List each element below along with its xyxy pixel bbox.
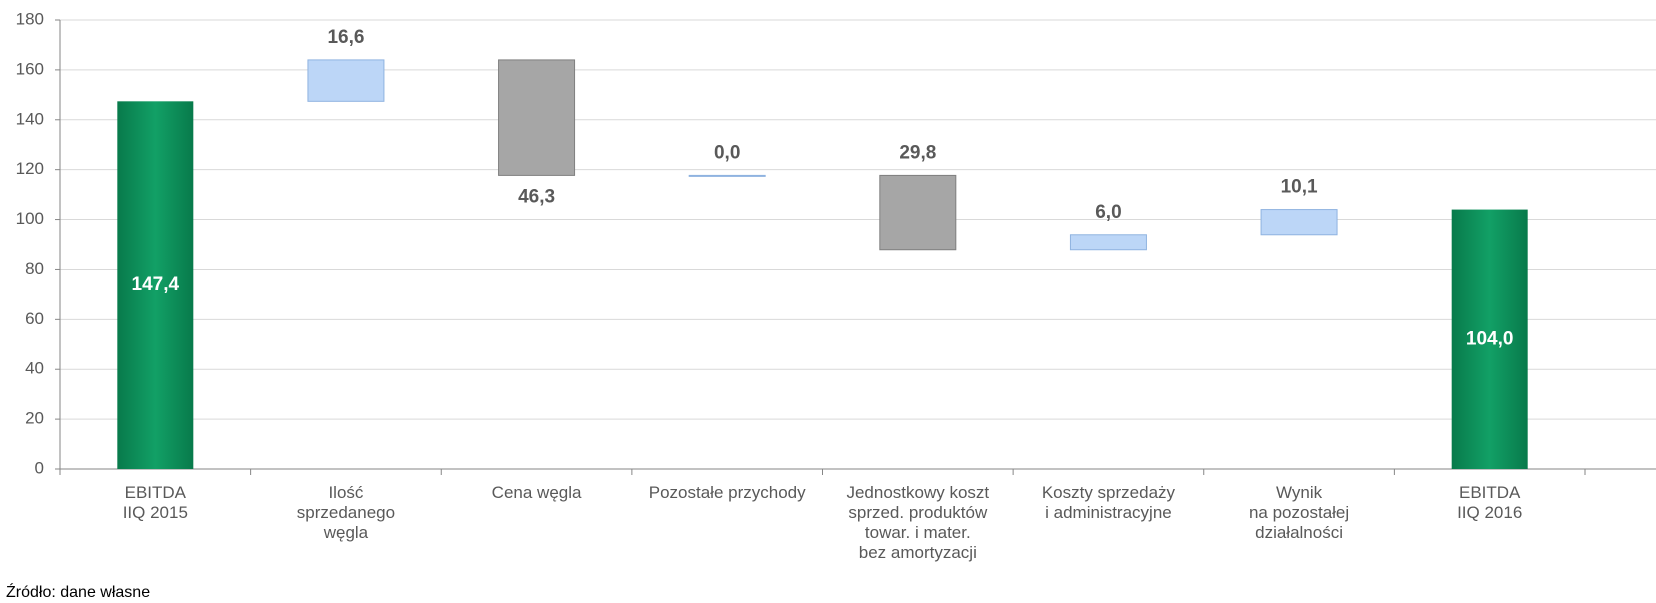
x-tick-label-line: na pozostałej <box>1249 503 1349 522</box>
source-note: Źródło: dane własne <box>6 582 150 601</box>
value-label: 16,6 <box>327 27 364 48</box>
x-tick-label-line: sprzed. produktów <box>848 503 988 522</box>
x-tick-label: Cena węgla <box>492 483 582 502</box>
x-tick-label: Jednostkowy koszt sprzed. produktów towar.… <box>846 483 989 562</box>
x-tick-label-line: węgla <box>323 523 369 542</box>
x-tick-label-line: Jednostkowy koszt <box>846 483 989 502</box>
bar <box>1069 234 1147 251</box>
value-label: 0,0 <box>714 142 740 163</box>
value-label: 147,4 <box>132 274 180 295</box>
y-tick-label: 160 <box>16 59 44 78</box>
x-tick-label: Ilość sprzedanego węgla <box>297 483 395 542</box>
y-tick-label: 120 <box>16 159 44 178</box>
x-tick-label-line: i administracyjne <box>1045 503 1172 522</box>
y-tick-label: 60 <box>25 309 44 328</box>
x-tick-label-line: Wynik <box>1276 483 1323 502</box>
bar <box>117 101 194 470</box>
value-label: 104,0 <box>1466 328 1514 349</box>
x-tick-label: EBITDA IIQ 2016 <box>1457 483 1522 522</box>
bar <box>688 174 766 177</box>
bar <box>498 59 576 176</box>
value-label: 10,1 <box>1281 177 1318 198</box>
y-tick-label: 0 <box>35 458 44 477</box>
x-tick-label: EBITDA IIQ 2015 <box>123 483 188 522</box>
x-tick-label-line: IIQ 2015 <box>123 503 188 522</box>
x-tick-label-line: sprzedanego <box>297 503 395 522</box>
bar <box>879 174 957 251</box>
y-tick-label: 40 <box>25 359 44 378</box>
x-tick-label-line: Pozostałe przychody <box>649 483 806 502</box>
y-tick-label: 80 <box>25 259 44 278</box>
bar <box>1451 209 1528 470</box>
bar <box>1260 209 1338 236</box>
y-tick-label: 20 <box>25 409 44 428</box>
y-tick-label: 100 <box>16 209 44 228</box>
value-label: 6,0 <box>1095 202 1121 223</box>
y-tick-label: 180 <box>16 9 44 28</box>
x-tick-label-line: Ilość <box>328 483 363 502</box>
x-tick-label: Wynik na pozostałej działalności <box>1249 483 1349 542</box>
x-tick-label-line: EBITDA <box>125 483 187 502</box>
x-tick-label-line: Koszty sprzedaży <box>1042 483 1176 502</box>
x-tick-label-line: Cena węgla <box>492 483 582 502</box>
x-tick-label: Koszty sprzedaży i administracyjne <box>1042 483 1176 522</box>
value-label: 29,8 <box>899 142 936 163</box>
x-tick-label-line: IIQ 2016 <box>1457 503 1522 522</box>
x-tick-label: Pozostałe przychody <box>649 483 806 502</box>
x-tick-label-line: bez amortyzacji <box>859 543 977 562</box>
x-tick-label-line: EBITDA <box>1459 483 1521 502</box>
y-tick-label: 140 <box>16 109 44 128</box>
x-tick-label-line: towar. i mater. <box>865 523 971 542</box>
x-tick-label-line: działalności <box>1255 523 1343 542</box>
value-label: 46,3 <box>518 186 555 207</box>
bar <box>307 59 385 102</box>
